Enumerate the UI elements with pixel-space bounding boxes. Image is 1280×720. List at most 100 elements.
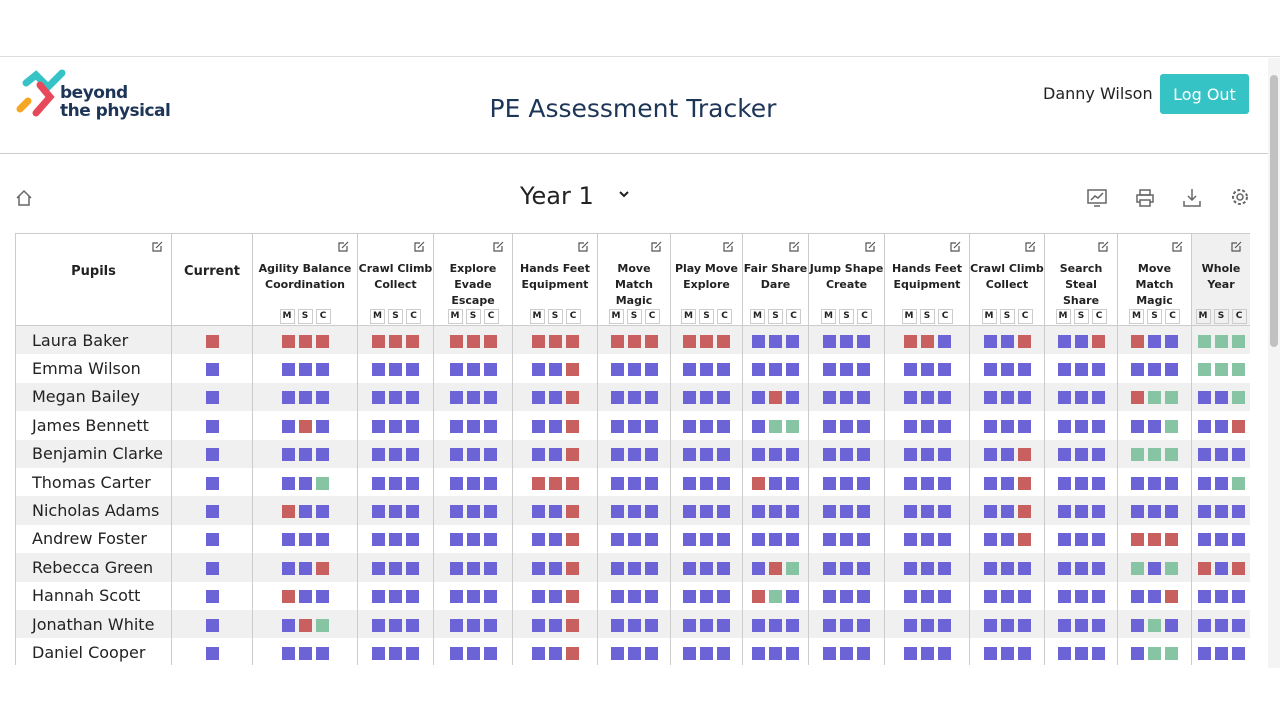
- status-square: [449, 363, 463, 377]
- current-cell: [171, 609, 253, 639]
- status-square: [937, 590, 951, 604]
- edit-icon[interactable]: [413, 241, 425, 258]
- status-square: [483, 448, 497, 462]
- pupil-row: Jonathan White: [15, 609, 1250, 639]
- status-square: [786, 476, 799, 490]
- edit-icon[interactable]: [337, 241, 349, 258]
- status-square: [466, 533, 480, 547]
- home-icon[interactable]: [15, 189, 33, 207]
- status-square: [548, 590, 562, 604]
- status-square: [389, 590, 402, 604]
- edit-icon[interactable]: [492, 241, 504, 258]
- status-cell: [433, 524, 513, 554]
- sub-label: C: [937, 309, 953, 324]
- year-select[interactable]: Year 1: [520, 182, 634, 210]
- sub-label: M: [821, 309, 836, 324]
- edit-icon[interactable]: [1230, 241, 1242, 258]
- status-square: [1165, 618, 1178, 632]
- status-cell: [252, 524, 358, 554]
- status-square: [610, 476, 624, 490]
- print-icon[interactable]: [1136, 189, 1154, 207]
- status-square: [627, 391, 641, 405]
- logo-mark: [16, 69, 66, 117]
- status-square: [1000, 334, 1014, 348]
- status-square: [1148, 590, 1161, 604]
- status-square: [1074, 334, 1088, 348]
- edit-icon[interactable]: [1171, 241, 1183, 258]
- status-square: [920, 561, 934, 575]
- logout-button[interactable]: Log Out: [1160, 74, 1249, 114]
- status-cell: [808, 553, 885, 582]
- sub-label: M: [981, 309, 997, 324]
- table-wrap: Pupils Current Agility Balance Coordination…: [15, 233, 1250, 665]
- status-square: [1017, 505, 1031, 519]
- edit-icon[interactable]: [788, 241, 800, 258]
- edit-icon[interactable]: [864, 241, 876, 258]
- status-square: [1074, 561, 1088, 575]
- status-square: [840, 419, 853, 433]
- download-icon[interactable]: [1183, 188, 1201, 208]
- status-square: [406, 476, 419, 490]
- header-line: Share: [1062, 294, 1100, 307]
- status-square: [281, 476, 295, 490]
- status-square: [752, 533, 765, 547]
- status-cell: [808, 609, 885, 639]
- status-square: [205, 618, 219, 632]
- status-cell: [884, 609, 970, 639]
- status-square: [315, 334, 329, 348]
- status-square: [823, 448, 836, 462]
- status-square: [1131, 419, 1144, 433]
- status-square: [700, 505, 713, 519]
- status-square: [449, 561, 463, 575]
- status-cell: [1117, 382, 1192, 412]
- status-square: [920, 505, 934, 519]
- scroll-thumb[interactable]: [1270, 75, 1278, 347]
- status-square: [372, 419, 385, 433]
- status-cell: [1044, 496, 1118, 525]
- edit-icon[interactable]: [949, 241, 961, 258]
- logo-line: beyond: [60, 83, 128, 103]
- edit-icon[interactable]: [151, 241, 163, 258]
- edit-icon[interactable]: [1097, 241, 1109, 258]
- current-cell: [171, 467, 253, 497]
- edit-icon[interactable]: [577, 241, 589, 258]
- status-square: [1000, 590, 1014, 604]
- current-cell: [171, 411, 253, 440]
- status-square: [298, 646, 312, 660]
- status-square: [531, 334, 545, 348]
- status-cell: [597, 553, 671, 582]
- status-square: [565, 646, 579, 660]
- status-cell: [969, 325, 1045, 355]
- status-square: [205, 419, 219, 433]
- settings-icon[interactable]: [1230, 187, 1250, 207]
- edit-icon[interactable]: [1024, 241, 1036, 258]
- header-line: Move Match: [1135, 262, 1174, 291]
- status-cell: [742, 325, 809, 355]
- status-square: [644, 646, 658, 660]
- status-square: [937, 476, 951, 490]
- header: beyond the physical PE Assessment Tracker…: [0, 57, 1280, 154]
- status-cell: [357, 553, 434, 582]
- status-square: [700, 363, 713, 377]
- status-square: [449, 646, 463, 660]
- edit-icon[interactable]: [650, 241, 662, 258]
- status-cell: [1191, 581, 1250, 610]
- sub-label: C: [1017, 309, 1033, 324]
- status-cell: [597, 524, 671, 554]
- unit-header: Whole Year M S C: [1191, 233, 1250, 326]
- pupil-row: Andrew Foster: [15, 524, 1250, 554]
- edit-icon[interactable]: [722, 241, 734, 258]
- status-cell: [357, 439, 434, 468]
- status-square: [1165, 561, 1178, 575]
- status-cell: [1117, 524, 1192, 554]
- status-square: [389, 334, 402, 348]
- status-square: [683, 476, 696, 490]
- status-cell: [884, 382, 970, 412]
- status-square: [700, 618, 713, 632]
- sub-label: C: [483, 309, 499, 324]
- status-square: [1231, 363, 1245, 377]
- status-square: [298, 533, 312, 547]
- chart-icon[interactable]: [1087, 188, 1107, 208]
- status-square: [937, 533, 951, 547]
